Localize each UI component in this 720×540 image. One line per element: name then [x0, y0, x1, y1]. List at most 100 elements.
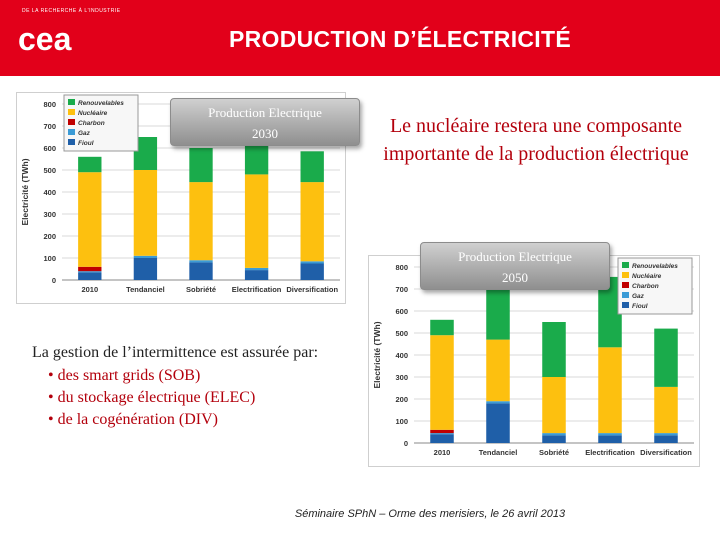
legend-swatch [68, 109, 75, 115]
legend-label: Renouvelables [78, 100, 124, 107]
y-tick-label: 800 [395, 263, 408, 272]
x-tick-label: Electrification [232, 285, 282, 294]
bar-segment [598, 433, 622, 436]
y-tick-label: 500 [395, 329, 408, 338]
y-tick-label: 100 [43, 254, 56, 263]
x-tick-label: Tendanciel [126, 285, 165, 294]
legend-swatch [622, 292, 629, 298]
bar-segment [486, 339, 510, 402]
legend-label: Nucléaire [78, 110, 108, 117]
legend-label: Nucléaire [632, 273, 662, 280]
legend-swatch [622, 302, 629, 308]
bar-segment [486, 403, 510, 443]
y-tick-label: 0 [404, 439, 408, 448]
x-tick-label: Diversification [640, 448, 692, 457]
bar-segment [78, 272, 102, 280]
cea-logo: cea [18, 21, 72, 57]
chart-legend: Renouvelables Nucléaire Charbon Gaz Fioul [63, 94, 139, 152]
legend-swatch [622, 282, 629, 288]
list-item: de la cogénération (DIV) [32, 409, 362, 431]
legend-box [63, 94, 139, 152]
bar-segment [542, 322, 566, 377]
badge-2050-line1: Production Electrique [458, 249, 572, 264]
bar-segment [430, 319, 454, 336]
badge-production-2030: Production Electrique 2030 [170, 98, 360, 146]
legend-swatch [622, 262, 629, 268]
y-tick-label: 300 [395, 373, 408, 382]
y-tick-label: 600 [43, 144, 56, 153]
y-tick-label: 0 [52, 276, 56, 285]
legend-swatch [68, 119, 75, 125]
x-tick-label: 2010 [81, 285, 98, 294]
bar-segment [654, 386, 678, 434]
y-tick-label: 300 [43, 210, 56, 219]
bar-segment [133, 170, 158, 256]
bar-segment [486, 401, 510, 404]
y-tick-label: 400 [43, 188, 56, 197]
bar-segment [78, 172, 102, 267]
chart-2050: 0 100 200 300 400 500 600 700 800 Electricité (TW… [368, 255, 700, 467]
legend-swatch [68, 139, 75, 145]
x-tick-label: Diversification [286, 285, 338, 294]
y-axis-label: Electricité (TWh) [372, 321, 382, 388]
legend-label: Fioul [78, 140, 94, 147]
bar-segment [542, 433, 566, 436]
y-tick-label: 600 [395, 307, 408, 316]
legend-swatch [68, 129, 75, 135]
x-tick-label: Sobriété [186, 285, 216, 294]
bar-segment [189, 260, 213, 263]
cea-logo-text: cea [18, 21, 72, 57]
legend-swatch [68, 99, 75, 105]
intermittence-list: des smart grids (SOB) du stockage électr… [32, 365, 362, 431]
bar-segment [486, 284, 510, 340]
badge-2030-line1: Production Electrique [208, 105, 322, 120]
badge-2050-line2: 2050 [502, 270, 528, 285]
bar-segment [189, 262, 213, 280]
legend-label: Charbon [78, 120, 105, 127]
bar-segment [300, 151, 324, 183]
bar-segment [654, 328, 678, 387]
chart-2050-svg: 0 100 200 300 400 500 600 700 800 Electricité (TW… [368, 255, 700, 467]
bar-segment [598, 347, 622, 434]
y-tick-label: 800 [43, 100, 56, 109]
bar-segment [542, 377, 566, 434]
bar-segment [244, 137, 269, 175]
y-tick-label: 200 [43, 232, 56, 241]
bar-segment [430, 434, 454, 443]
logo-tagline: DE LA RECHERCHE À L'INDUSTRIE [22, 8, 121, 14]
bar-segment [598, 276, 622, 348]
page-title: PRODUCTION D’ÉLECTRICITÉ [229, 26, 571, 52]
bar-segment [430, 433, 454, 435]
y-tick-label: 500 [43, 166, 56, 175]
bar-segment [598, 435, 622, 443]
bar-segment [300, 261, 324, 264]
y-tick-label: 700 [395, 285, 408, 294]
legend-label: Fioul [632, 303, 648, 310]
bar-segment [78, 156, 102, 173]
bar-segment [244, 270, 269, 280]
y-tick-label: 700 [43, 122, 56, 131]
x-tick-label: 2010 [434, 448, 451, 457]
intermittence-block: La gestion de l’intermittence est assuré… [32, 343, 362, 431]
bar-segment [300, 263, 324, 280]
bar-segment [133, 137, 158, 170]
x-tick-label: Tendanciel [479, 448, 518, 457]
legend-label: Renouvelables [632, 263, 678, 270]
footer-text: Séminaire SPhN – Orme des merisiers, le … [294, 508, 566, 520]
bar-segment [78, 266, 102, 272]
legend-label: Charbon [632, 283, 659, 290]
y-tick-label: 200 [395, 395, 408, 404]
list-item: des smart grids (SOB) [32, 365, 362, 387]
y-tick-label: 400 [395, 351, 408, 360]
intermittence-intro: La gestion de l’intermittence est assuré… [32, 344, 319, 361]
bar-segment [189, 182, 213, 261]
bar-segment [430, 335, 454, 430]
bar-segment [133, 258, 158, 280]
list-item: du stockage électrique (ELEC) [32, 387, 362, 409]
legend-box [617, 257, 693, 315]
bar-segment [244, 174, 269, 268]
x-tick-label: Electrification [585, 448, 635, 457]
bar-segment [300, 182, 324, 262]
y-tick-label: 100 [395, 417, 408, 426]
bar-segment [133, 255, 158, 258]
